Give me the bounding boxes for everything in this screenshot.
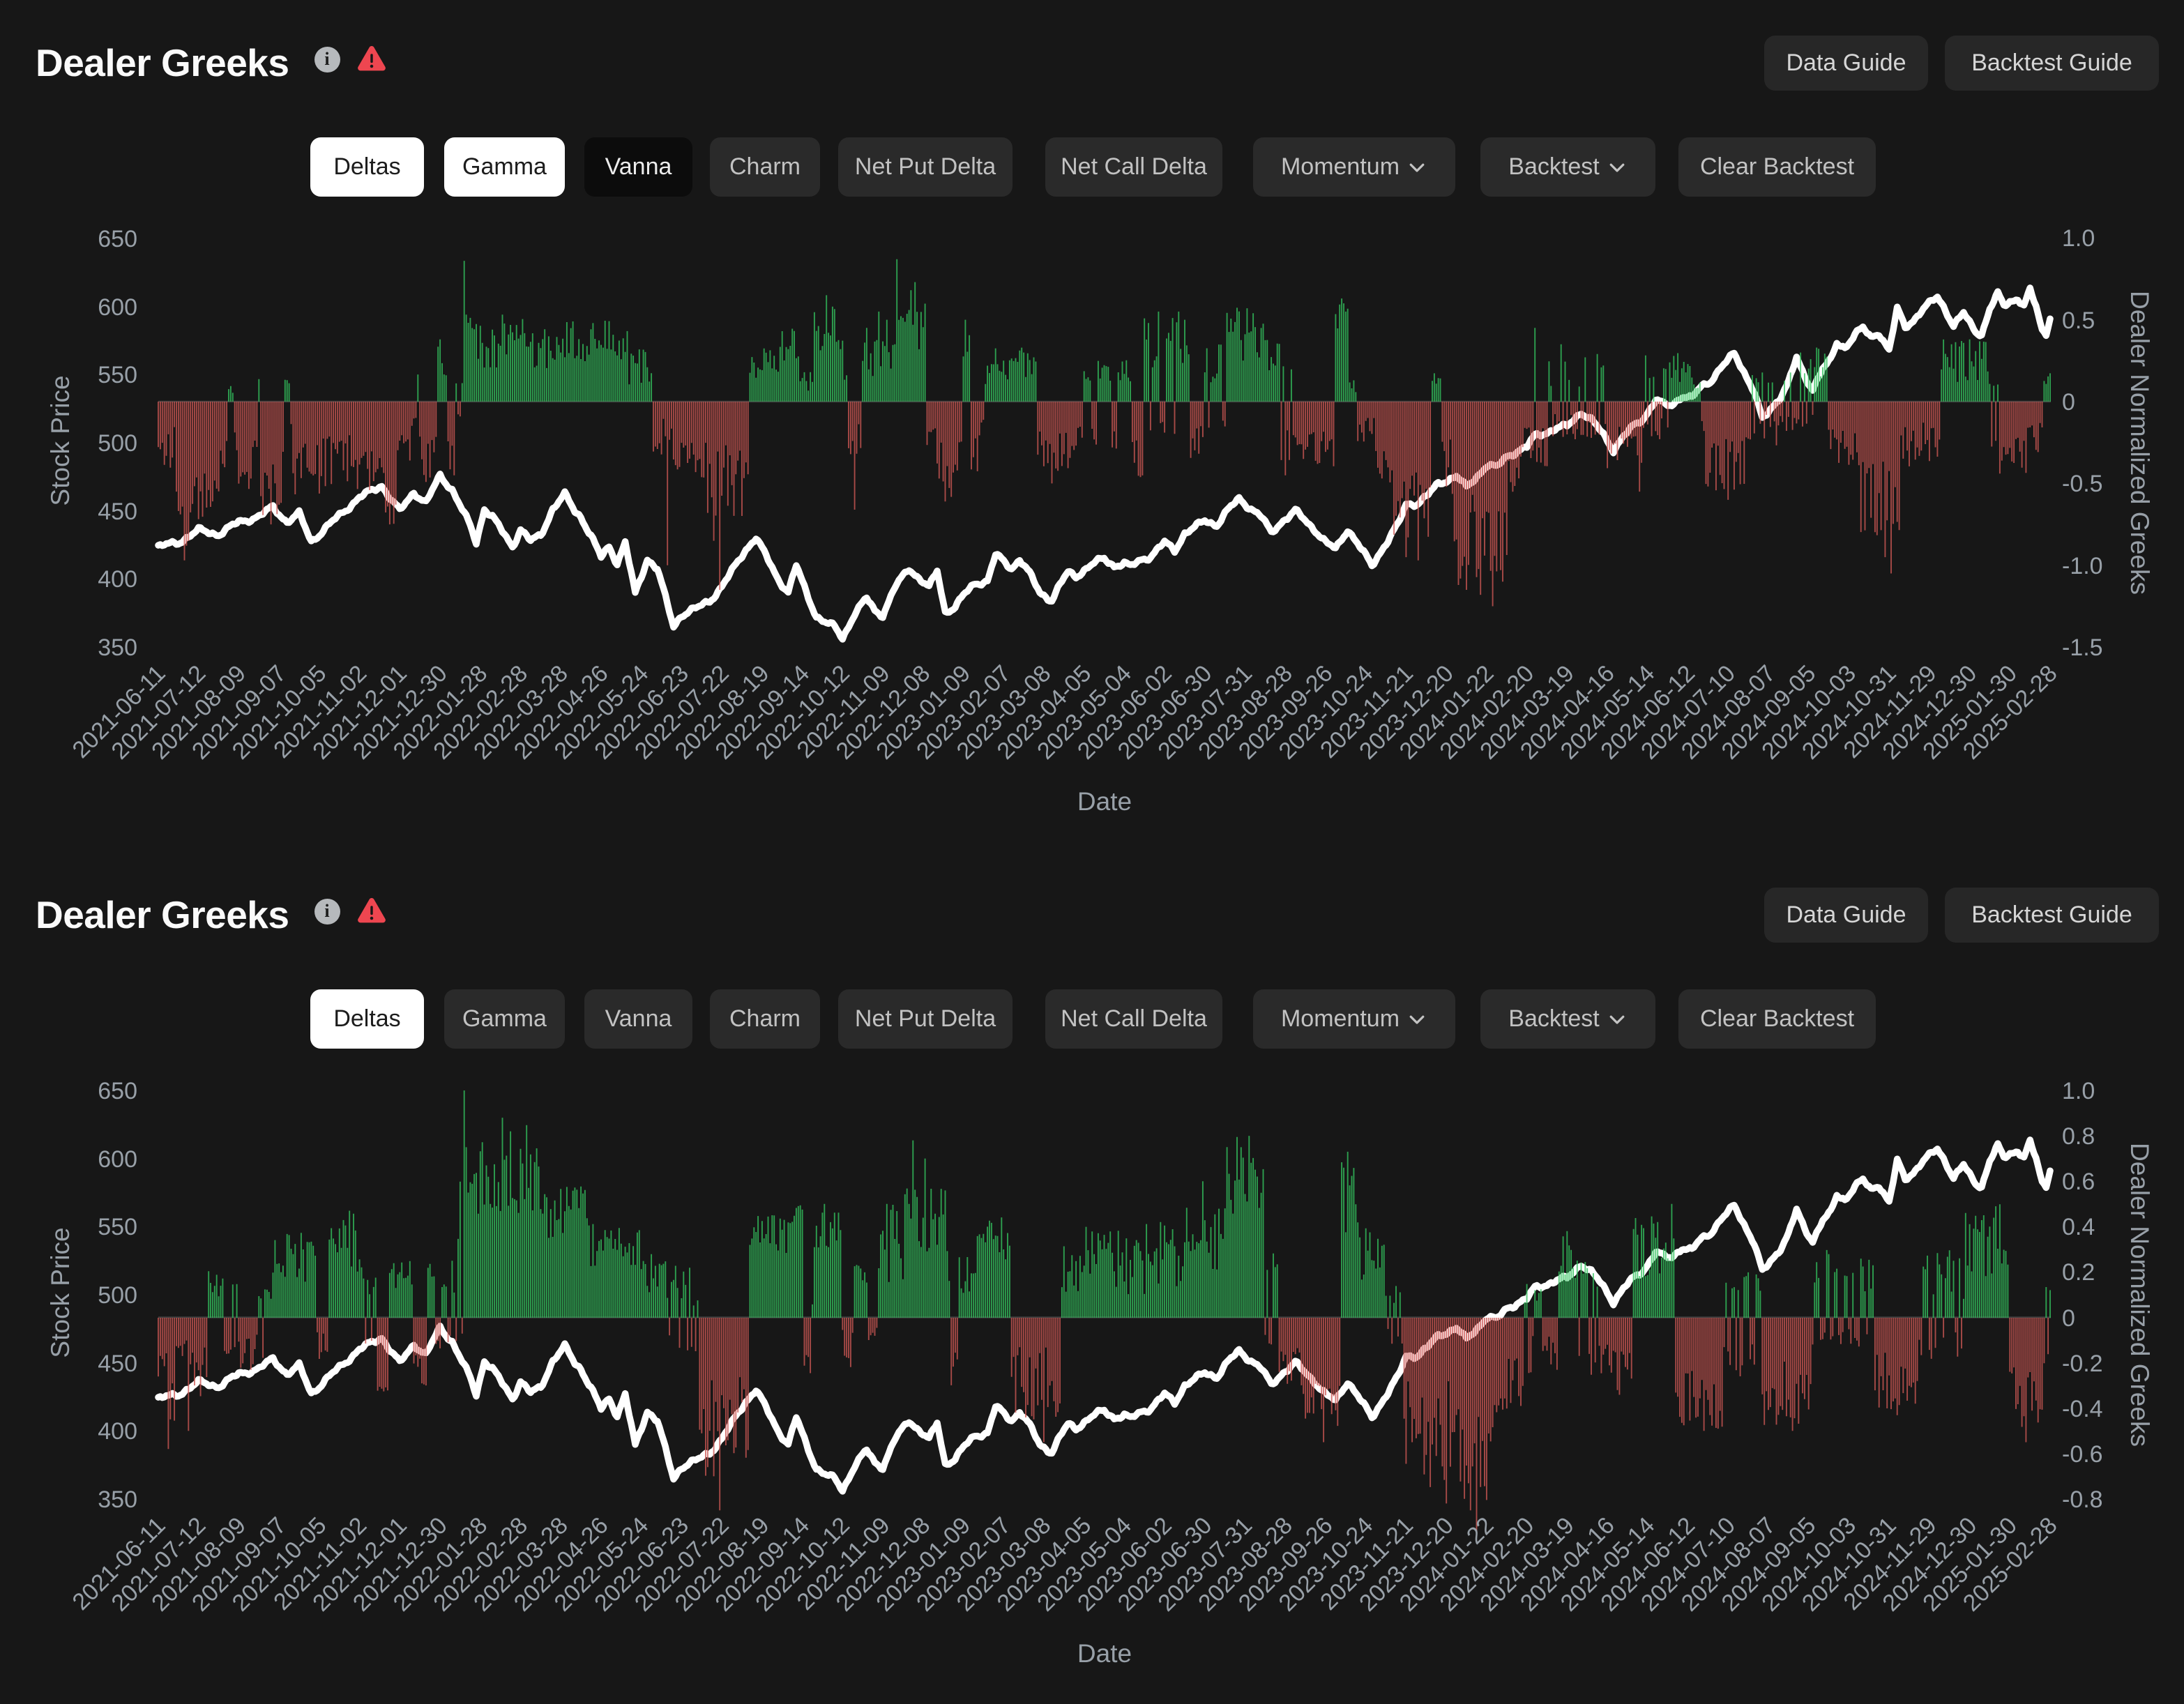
svg-text:0: 0 [2062, 389, 2075, 416]
svg-text:600: 600 [98, 294, 137, 321]
svg-text:-0.4: -0.4 [2062, 1396, 2103, 1422]
svg-text:0.5: 0.5 [2062, 307, 2095, 334]
svg-text:Date: Date [1077, 1639, 1132, 1668]
svg-text:-0.6: -0.6 [2062, 1441, 2103, 1468]
svg-text:650: 650 [98, 1078, 137, 1104]
svg-text:-0.2: -0.2 [2062, 1351, 2103, 1377]
svg-text:Dealer Normalized Greeks: Dealer Normalized Greeks [2125, 1143, 2154, 1447]
svg-text:0.8: 0.8 [2062, 1123, 2095, 1150]
svg-text:0.4: 0.4 [2062, 1214, 2095, 1240]
svg-text:-0.5: -0.5 [2062, 471, 2103, 497]
svg-text:1.0: 1.0 [2062, 225, 2095, 252]
svg-text:500: 500 [98, 430, 137, 457]
svg-text:450: 450 [98, 1351, 137, 1377]
svg-text:0: 0 [2062, 1305, 2075, 1332]
svg-text:0.2: 0.2 [2062, 1259, 2095, 1286]
svg-text:Stock Price: Stock Price [46, 1227, 75, 1357]
svg-text:650: 650 [98, 226, 137, 252]
svg-text:550: 550 [98, 1214, 137, 1240]
svg-text:600: 600 [98, 1146, 137, 1173]
svg-text:-0.8: -0.8 [2062, 1486, 2103, 1513]
svg-text:450: 450 [98, 499, 137, 525]
svg-text:350: 350 [98, 634, 137, 661]
svg-text:400: 400 [98, 566, 137, 593]
svg-text:Dealer Normalized Greeks: Dealer Normalized Greeks [2125, 291, 2154, 595]
svg-text:-1.0: -1.0 [2062, 553, 2103, 579]
svg-text:0.6: 0.6 [2062, 1169, 2095, 1195]
svg-text:-1.5: -1.5 [2062, 634, 2103, 661]
svg-text:400: 400 [98, 1418, 137, 1445]
svg-text:550: 550 [98, 362, 137, 388]
svg-text:500: 500 [98, 1282, 137, 1309]
svg-text:350: 350 [98, 1486, 137, 1513]
svg-text:Date: Date [1077, 787, 1132, 816]
svg-text:1.0: 1.0 [2062, 1078, 2095, 1104]
svg-text:Stock Price: Stock Price [46, 375, 75, 505]
